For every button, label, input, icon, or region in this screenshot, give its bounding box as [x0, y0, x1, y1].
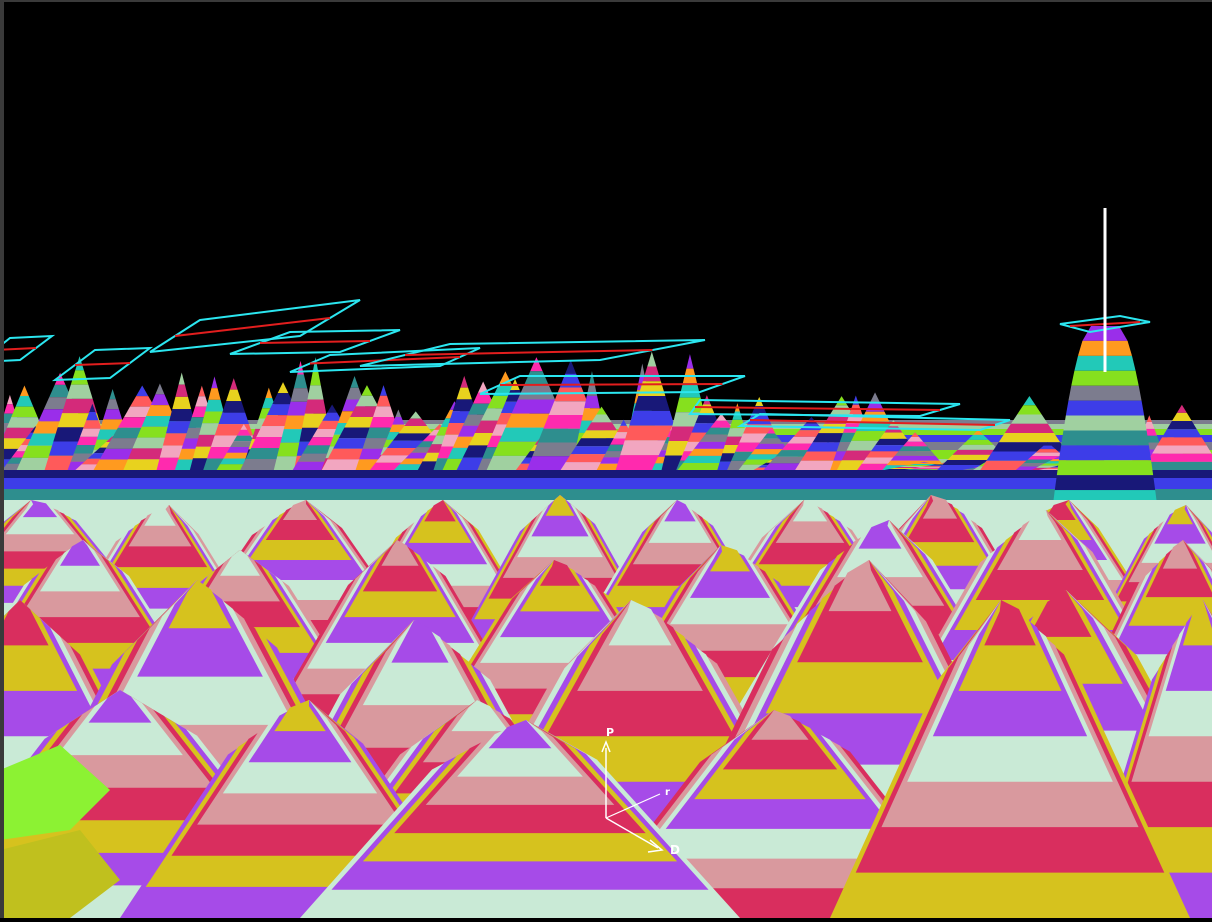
far-peak-band: [205, 400, 223, 412]
far-peak-band: [1157, 437, 1207, 445]
far-peak-band: [1011, 415, 1048, 424]
far-peak-band: [11, 407, 37, 418]
far-peak-band: [1142, 462, 1212, 470]
far-peak-band: [399, 426, 433, 433]
far-peak-band: [307, 385, 323, 399]
far-peak-band: [305, 400, 326, 414]
window-frame-top: [0, 0, 1212, 2]
near-terrain: [0, 495, 1212, 918]
tall-peak-band: [1055, 475, 1155, 490]
tall-peak-band: [1068, 386, 1141, 401]
far-peak-band: [66, 385, 92, 399]
far-peak-band: [1032, 453, 1064, 456]
far-band: [0, 478, 1212, 489]
far-peak-band: [83, 420, 102, 428]
far-peak-band: [586, 422, 617, 430]
far-peak-band: [554, 388, 587, 402]
far-peak-band: [1036, 449, 1060, 452]
far-peak-band: [759, 439, 783, 444]
far-peak-band: [584, 396, 600, 408]
far-peak-band: [899, 446, 932, 451]
far-peak-band: [172, 397, 191, 409]
tall-peak-band: [1071, 371, 1138, 386]
far-peak-band: [903, 442, 927, 447]
far-peak-band: [103, 409, 122, 419]
d-axis-label: D: [670, 843, 680, 857]
far-peak-band: [1005, 424, 1054, 433]
tall-peak-band: [1066, 401, 1144, 416]
far-peak-band: [218, 413, 249, 424]
far-peak-band: [1167, 421, 1197, 429]
far-peak-band: [755, 444, 787, 449]
far-band: [0, 489, 1212, 501]
plane-center-line: [500, 384, 723, 385]
far-peak-band: [169, 409, 194, 421]
far-peak-band: [963, 440, 994, 445]
far-peak-band: [895, 451, 936, 456]
far-peak-band: [695, 414, 718, 423]
far-peak-band: [1147, 454, 1212, 462]
tall-peak-band: [1059, 445, 1151, 460]
far-peak-band: [234, 436, 254, 442]
far-peak-band: [146, 405, 173, 416]
r-axis-label: r: [665, 787, 670, 798]
far-peak-band: [958, 445, 999, 450]
far-peak-band: [999, 433, 1060, 442]
far-peak-band: [1162, 429, 1202, 437]
p-axis-label: P: [606, 726, 614, 739]
tall-peak-band: [1057, 460, 1153, 475]
tall-peak-band: [1061, 430, 1149, 445]
far-peak-band: [222, 401, 245, 412]
far-peak-band: [373, 406, 394, 417]
window-frame-left: [0, 0, 4, 918]
far-peak-band: [880, 433, 907, 439]
tall-peak-band: [1063, 416, 1146, 431]
far-peak-band: [1152, 446, 1212, 454]
far-peak-band: [629, 411, 674, 426]
far-peak-band: [679, 383, 700, 397]
far-peak-band: [634, 396, 670, 411]
far-peak-band: [891, 456, 940, 461]
